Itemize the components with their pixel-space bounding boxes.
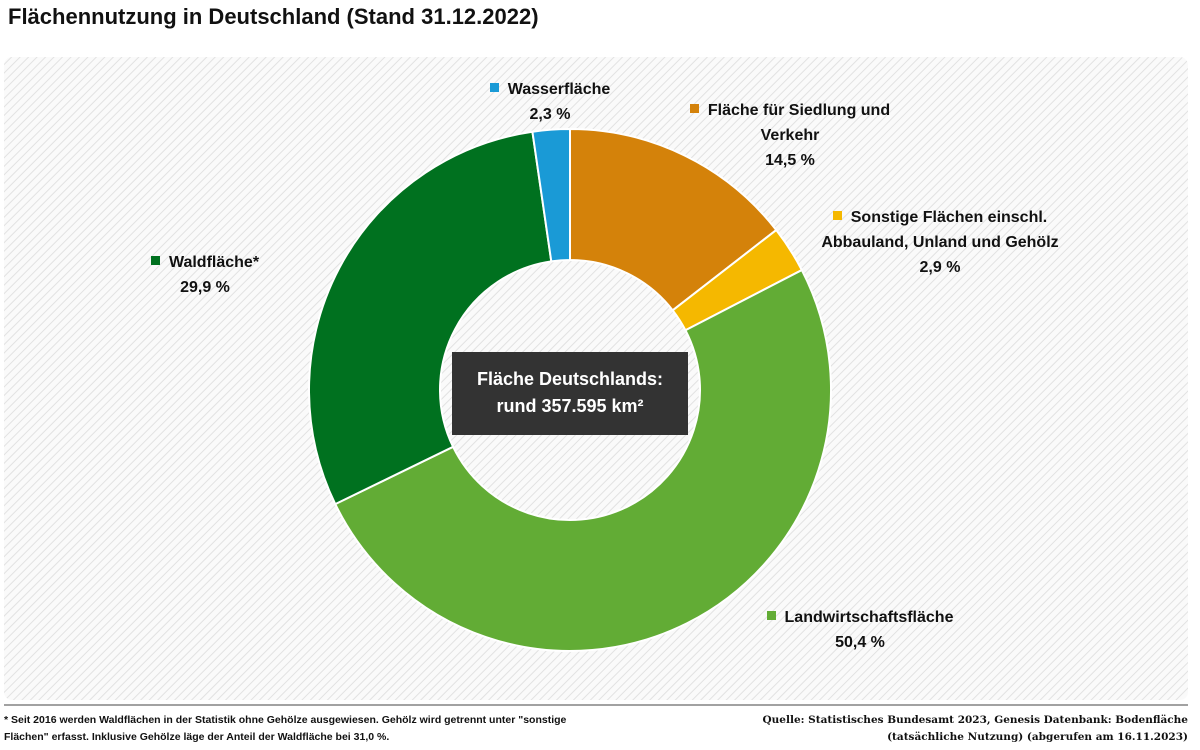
slice-name: Waldfläche* [168, 254, 260, 271]
legend-marker [766, 611, 776, 620]
slice-name: Sonstige Flächen einschl. Abbauland, Unl… [821, 209, 1059, 251]
legend-marker [489, 83, 499, 92]
slice-label: Fläche für Siedlung und Verkehr 14,5 % [660, 98, 920, 173]
slice-name: Fläche für Siedlung und Verkehr [707, 102, 891, 144]
donut-segment [531, 127, 571, 263]
value-label: 2,3 % [529, 106, 571, 123]
center-line: rund 357.595 km² [496, 396, 644, 416]
legend-marker [832, 211, 842, 220]
value-label: 29,9 % [180, 279, 230, 296]
legend-marker [150, 256, 160, 265]
value-label: 14,5 % [765, 152, 815, 169]
value-label: 2,9 % [919, 259, 961, 276]
source: Quelle: Statistisches Bundesamt 2023, Ge… [762, 714, 1188, 743]
donut-segment [569, 127, 778, 312]
center-label: Fläche Deutschlands: rund 357.595 km² [452, 352, 688, 435]
footnote: * Seit 2016 werden Waldflächen in der St… [4, 714, 567, 743]
donut-segment [333, 268, 832, 652]
center-line: Fläche Deutschlands: [476, 369, 664, 389]
slice-label: Waldfläche* 29,9 % [110, 250, 300, 300]
donut [308, 127, 832, 652]
slice-label: Wasserfläche 2,3 % [440, 77, 660, 127]
chart-title: Flächennutzung in Deutschland (Stand 31.… [8, 4, 539, 29]
value-label: 50,4 % [835, 634, 885, 651]
slice-label: Sonstige Flächen einschl. Abbauland, Unl… [800, 205, 1080, 280]
donut-segment [308, 130, 553, 506]
slice-name: Wasserfläche [507, 81, 611, 98]
slice-name: Landwirtschaftsfläche [784, 609, 954, 626]
slice-label: Landwirtschaftsfläche 50,4 % [730, 605, 990, 655]
legend-marker [689, 104, 699, 113]
